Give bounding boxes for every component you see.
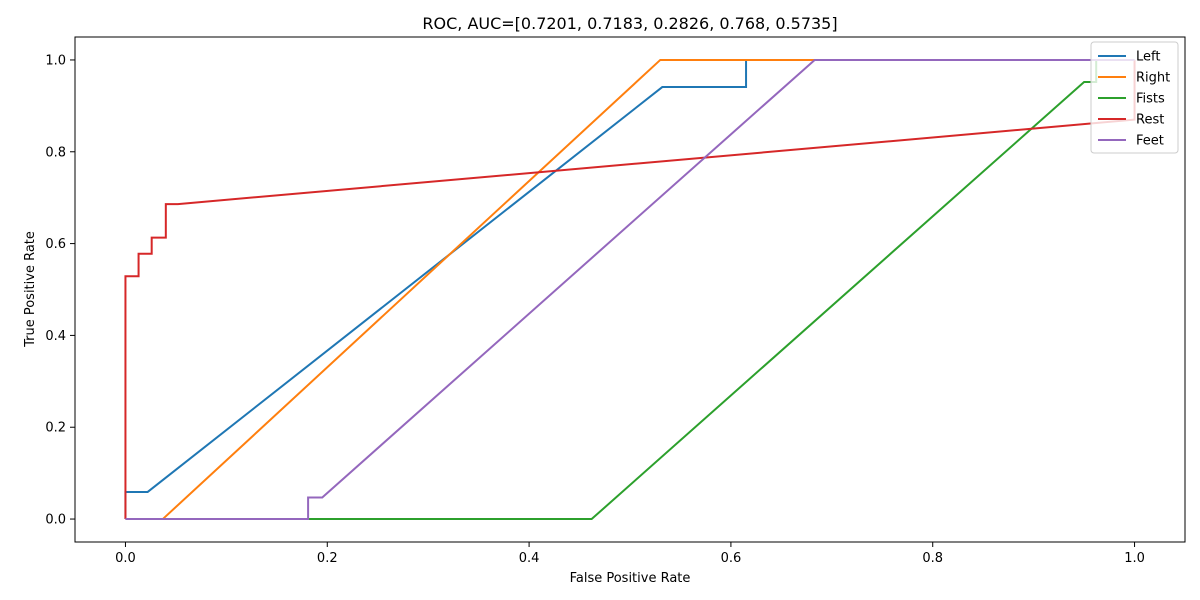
legend-label-right: Right <box>1136 71 1170 86</box>
x-tick-label: 0.8 <box>922 551 943 566</box>
y-axis-ticks: 0.0 0.2 0.4 0.6 0.8 1.0 <box>45 53 75 528</box>
y-tick-label: 0.8 <box>45 145 66 160</box>
x-tick-label: 0.6 <box>721 551 742 566</box>
x-tick-label: 0.2 <box>317 551 338 566</box>
y-tick-label: 0.2 <box>45 421 66 436</box>
y-tick-label: 0.0 <box>45 513 66 528</box>
series-lines <box>124 58 1136 521</box>
x-axis-ticks: 0.0 0.2 0.4 0.6 0.8 1.0 <box>115 542 1145 566</box>
legend-box <box>1090 41 1179 154</box>
legend-label-feet: Feet <box>1136 134 1164 149</box>
legend-label-left: Left <box>1136 50 1160 65</box>
y-tick-label: 0.6 <box>45 237 66 252</box>
series-line-rest <box>124 59 1136 520</box>
series-line-feet <box>125 58 1135 521</box>
y-tick-label: 1.0 <box>45 53 66 68</box>
chart-title: ROC, AUC=[0.7201, 0.7183, 0.2826, 0.768,… <box>422 14 837 33</box>
y-axis-label: True Positive Rate <box>23 231 38 348</box>
legend: Left Right Fists Rest Feet <box>1090 41 1179 154</box>
legend-label-rest: Rest <box>1136 113 1164 128</box>
plot-frame <box>74 36 1186 543</box>
x-tick-label: 0.0 <box>115 551 136 566</box>
x-tick-label: 0.4 <box>519 551 540 566</box>
x-tick-label: 1.0 <box>1124 551 1145 566</box>
y-tick-label: 0.4 <box>45 329 66 344</box>
x-axis-label: False Positive Rate <box>570 571 691 586</box>
legend-label-fists: Fists <box>1136 92 1165 107</box>
